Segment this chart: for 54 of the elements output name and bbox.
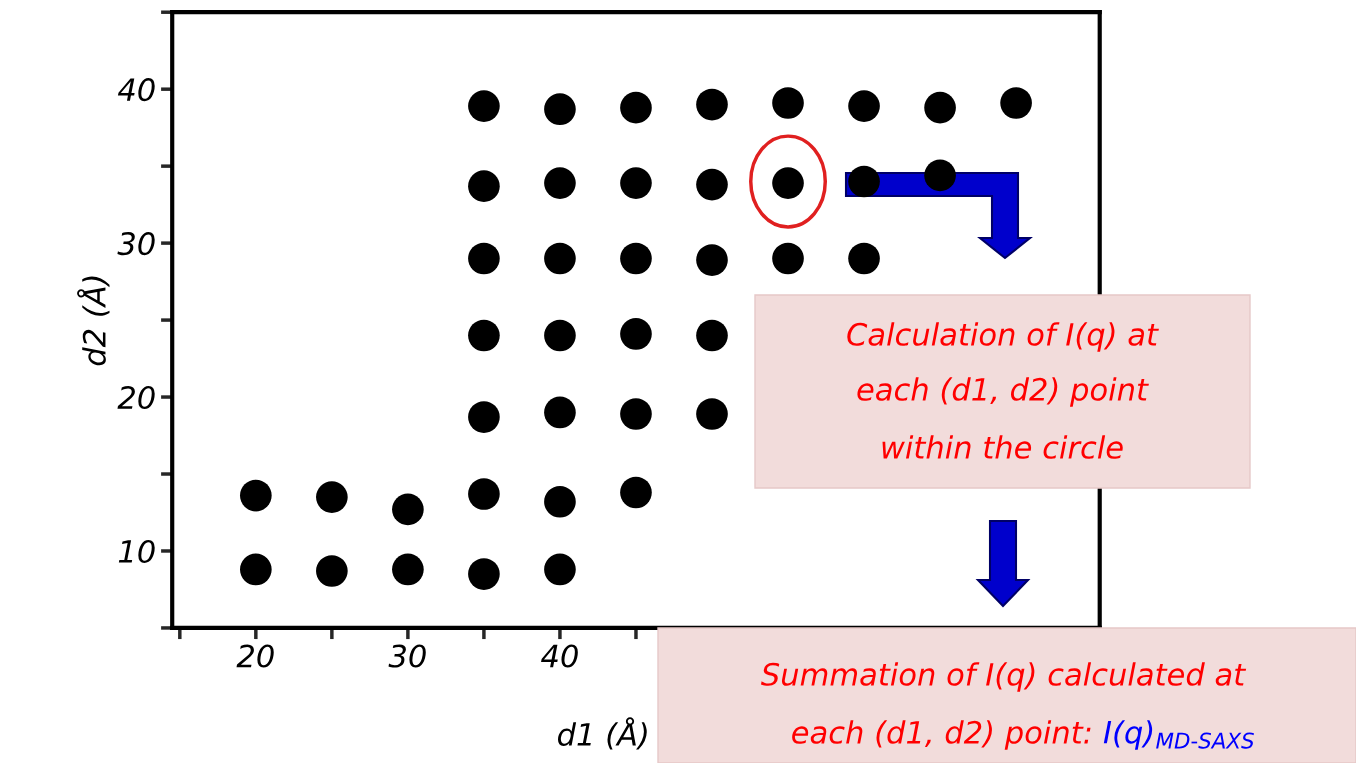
point: [696, 168, 728, 201]
point: [544, 319, 576, 352]
point: [772, 87, 804, 119]
point: [620, 242, 652, 275]
point: [468, 90, 500, 122]
point: [772, 242, 804, 275]
point: [544, 93, 576, 126]
point: [316, 555, 348, 587]
annotation: Calculation of I(q) at: [847, 322, 1159, 352]
point: [924, 91, 956, 124]
x-axis-title: d1 (Å): [557, 717, 647, 750]
point: [620, 318, 652, 350]
text: I(q)$_{MD-SAXS}$: [1103, 720, 1254, 750]
point: [696, 398, 728, 430]
point: [620, 398, 652, 430]
point: [1000, 87, 1032, 119]
point: [468, 478, 500, 510]
point: [696, 244, 728, 276]
y-tick-label: 30: [117, 232, 155, 256]
x-tick-label: 20: [236, 644, 274, 668]
point: [316, 481, 348, 513]
point: [544, 553, 576, 586]
x-tick-label: 30: [388, 644, 426, 668]
y-tick-label: 40: [117, 78, 155, 102]
text: each (d1, d2) point:: [792, 720, 1091, 750]
point: [848, 242, 880, 275]
point: [544, 242, 576, 275]
point: [468, 319, 500, 352]
point: [620, 91, 652, 124]
point: [392, 493, 424, 526]
point: [544, 396, 576, 429]
y-axis-title: d2 (Å): [77, 276, 110, 366]
point: [240, 553, 272, 586]
point: [468, 401, 500, 433]
point: [848, 90, 880, 122]
point: [696, 319, 728, 352]
y-tick-label: 10: [118, 539, 155, 564]
point: [468, 558, 500, 590]
x-tick-label: 40: [541, 644, 578, 668]
point: [544, 485, 576, 518]
point: [468, 242, 500, 275]
point: [240, 479, 272, 512]
point: [620, 167, 652, 199]
point: [696, 88, 728, 121]
text: Summation of I(q) calculated at: [761, 662, 1247, 692]
annotation: within the circle: [882, 435, 1123, 459]
point: [924, 159, 956, 192]
y-tick-label: 20: [117, 385, 155, 410]
annotation: each (d1, d2) point: [857, 377, 1149, 407]
point: [544, 167, 576, 199]
point: [392, 553, 424, 586]
point: [848, 165, 880, 198]
point: [468, 170, 500, 202]
point: [620, 476, 652, 509]
